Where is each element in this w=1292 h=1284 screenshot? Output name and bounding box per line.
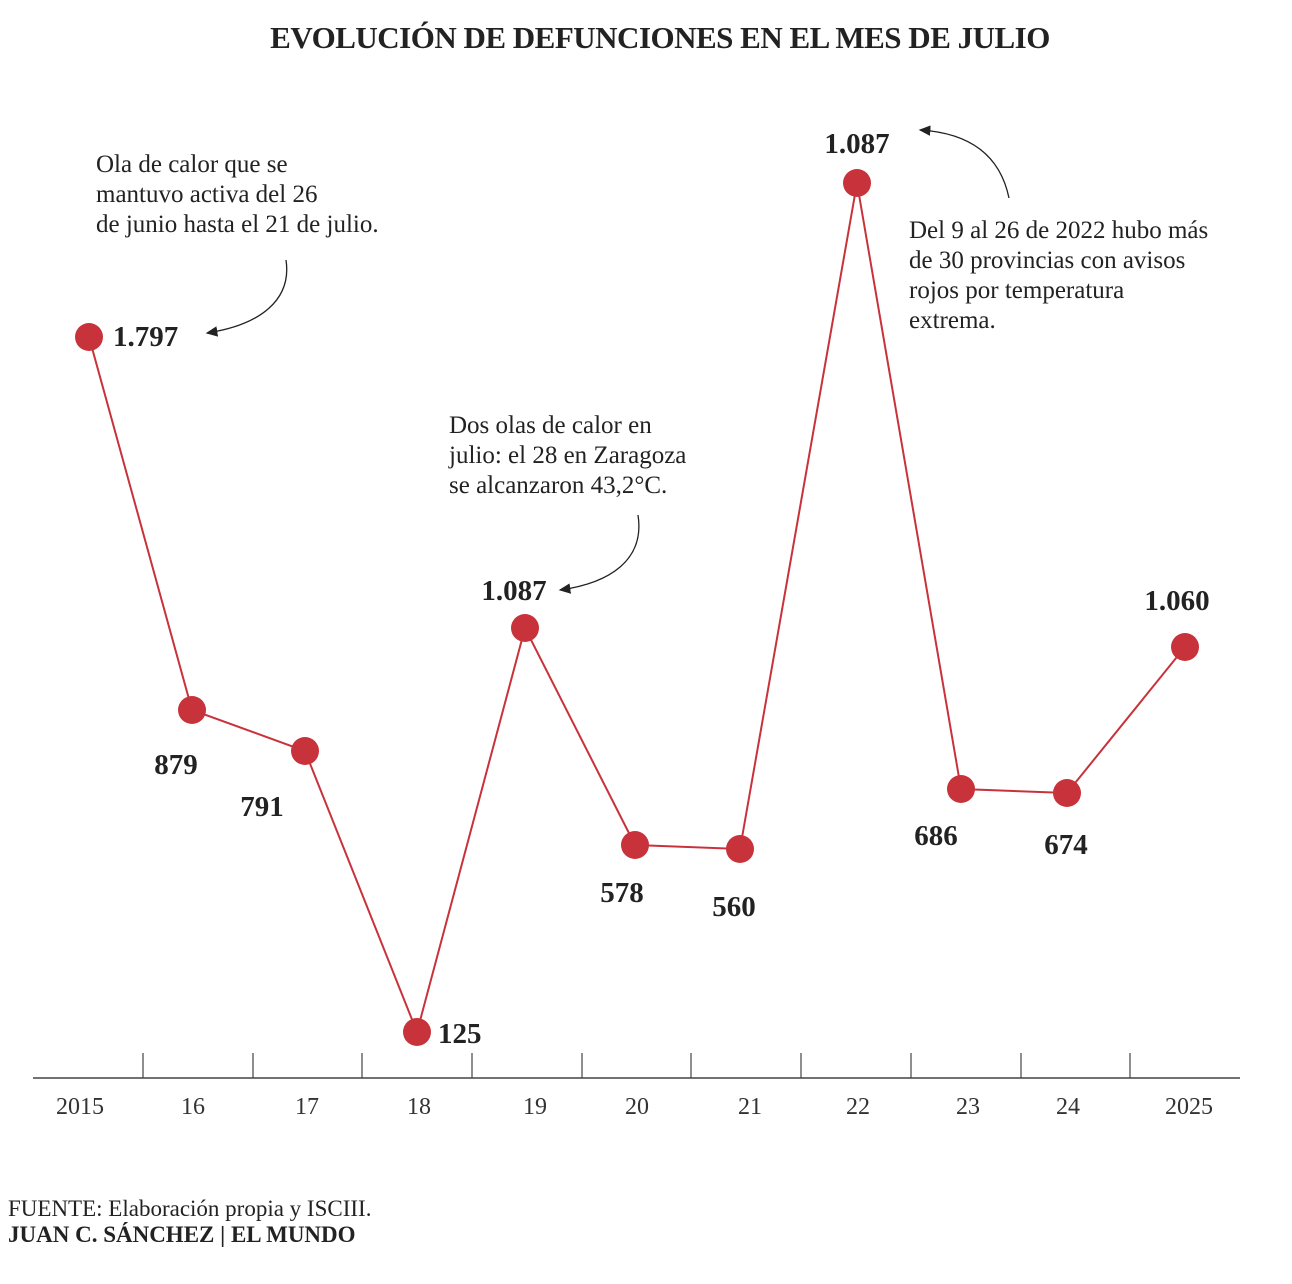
x-tick-label: 23 xyxy=(956,1094,980,1120)
data-label: 560 xyxy=(712,891,756,923)
annotation-arrow xyxy=(558,514,640,594)
data-point xyxy=(947,775,975,803)
annotation-2022: Del 9 al 26 de 2022 hubo más de 30 provi… xyxy=(909,217,1209,334)
data-point xyxy=(843,169,871,197)
credit: JUAN C. SÁNCHEZ | EL MUNDO xyxy=(8,1222,356,1247)
x-tick-label: 2025 xyxy=(1165,1094,1213,1120)
x-tick-label: 22 xyxy=(846,1094,870,1120)
data-label: 1.087 xyxy=(481,575,546,607)
data-point xyxy=(291,737,319,765)
annotation-2015: Ola de calor que se mantuvo activa del 2… xyxy=(96,151,379,238)
data-label: 791 xyxy=(240,791,284,823)
data-label: 1.797 xyxy=(113,321,178,353)
data-label: 879 xyxy=(154,749,198,781)
data-point xyxy=(1053,779,1081,807)
x-tick-label: 16 xyxy=(181,1094,205,1120)
data-label: 125 xyxy=(438,1018,482,1050)
source-note: FUENTE: Elaboración propia y ISCIII. xyxy=(8,1196,372,1221)
data-label: 578 xyxy=(600,877,644,909)
x-tick-label: 20 xyxy=(625,1094,649,1120)
x-tick-label: 21 xyxy=(738,1094,762,1120)
data-label: 1.060 xyxy=(1144,585,1209,617)
data-point xyxy=(621,831,649,859)
data-point xyxy=(726,835,754,863)
data-point xyxy=(511,614,539,642)
data-point xyxy=(1171,633,1199,661)
data-label: 686 xyxy=(914,820,958,852)
x-tick-label: 18 xyxy=(407,1094,431,1120)
x-tick-label: 19 xyxy=(523,1094,547,1120)
data-label: 674 xyxy=(1044,829,1088,861)
x-tick-label: 2015 xyxy=(56,1094,104,1120)
data-point xyxy=(75,323,103,351)
x-tick-label: 17 xyxy=(295,1094,319,1120)
annotation-arrow xyxy=(205,259,288,337)
chart-title: EVOLUCIÓN DE DEFUNCIONES EN EL MES DE JU… xyxy=(270,20,1050,55)
data-point xyxy=(403,1018,431,1046)
annotation-2019: Dos olas de calor en julio: el 28 en Zar… xyxy=(449,412,687,499)
annotation-arrow xyxy=(918,125,1010,199)
data-point xyxy=(178,696,206,724)
data-label: 1.087 xyxy=(824,128,889,160)
x-tick-label: 24 xyxy=(1056,1094,1080,1120)
